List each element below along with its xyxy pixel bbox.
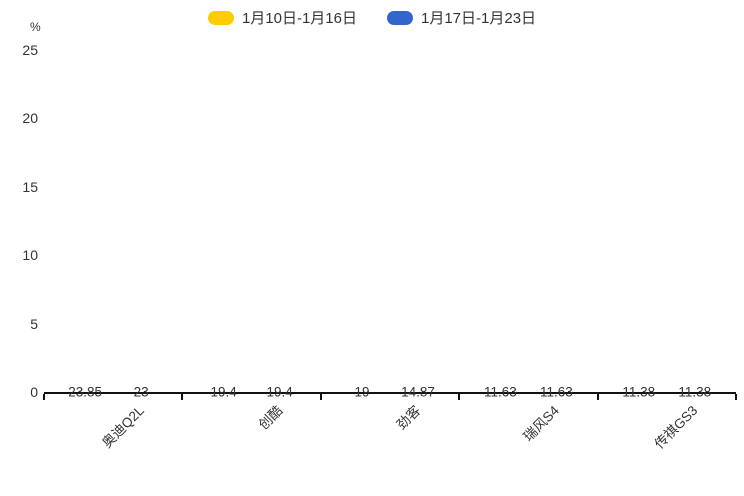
- bar-value-label: 23.85: [68, 384, 103, 400]
- category-slot: 19 14.87: [321, 50, 459, 400]
- legend-item-series-0[interactable]: 1月10日-1月16日: [207, 7, 357, 28]
- x-category-label: 创酷: [255, 402, 286, 433]
- y-tick-label: 5: [30, 315, 38, 332]
- x-category-label: 劲客: [393, 402, 424, 433]
- bar-value-label: 14.87: [401, 384, 435, 400]
- category-slot: 11.38 11.38: [598, 50, 736, 400]
- y-axis-unit-label: %: [30, 20, 41, 34]
- legend-swatch-icon: [207, 10, 234, 25]
- x-axis-tick: [596, 394, 599, 400]
- x-axis-tick: [181, 394, 184, 400]
- bar-value-label: 19: [354, 384, 370, 400]
- x-axis-tick: [458, 394, 461, 400]
- y-tick-label: 20: [22, 110, 38, 127]
- bar-value-label: 11.63: [539, 384, 573, 400]
- x-axis-tick: [735, 394, 737, 400]
- bar-value-label: 19.4: [266, 384, 293, 400]
- bar-value-label: 11.63: [483, 384, 517, 400]
- legend-swatch-icon: [387, 10, 413, 25]
- x-category-label: 奥迪Q2L: [98, 402, 147, 451]
- category-slot: 23.85 23: [44, 50, 182, 400]
- x-axis-tick: [43, 394, 45, 400]
- category-slot: 11.63 11.63: [459, 50, 597, 400]
- y-axis-tick-labels: 0 5 10 15 20 25: [0, 43, 38, 399]
- x-axis-tick: [319, 394, 322, 400]
- legend-label: 1月17日-1月23日: [421, 10, 537, 27]
- y-tick-label: 10: [22, 247, 38, 264]
- legend-label: 1月10日-1月16日: [241, 10, 357, 27]
- bar-value-label: 11.38: [622, 384, 656, 400]
- y-tick-label: 25: [22, 42, 38, 58]
- x-category-label: 传祺GS3: [651, 402, 701, 452]
- x-category-label: 瑞风S4: [520, 402, 562, 445]
- bar-value-label: 19.4: [210, 384, 237, 400]
- plot-area: 23.85 23 奥迪Q2L 19.4 19.4 创酷 19 14.87 劲客 11.63 11.6…: [43, 50, 737, 452]
- y-tick-label: 15: [22, 178, 38, 195]
- bar-value-label: 23: [133, 384, 149, 400]
- bar-value-label: 11.38: [678, 384, 712, 400]
- x-axis-line: [44, 392, 736, 394]
- legend-item-series-1[interactable]: 1月17日-1月23日: [387, 7, 536, 28]
- category-slot: 19.4 19.4: [182, 50, 320, 400]
- legend: 1月10日-1月16日 1月17日-1月23日: [0, 7, 744, 28]
- y-tick-label: 0: [30, 384, 38, 400]
